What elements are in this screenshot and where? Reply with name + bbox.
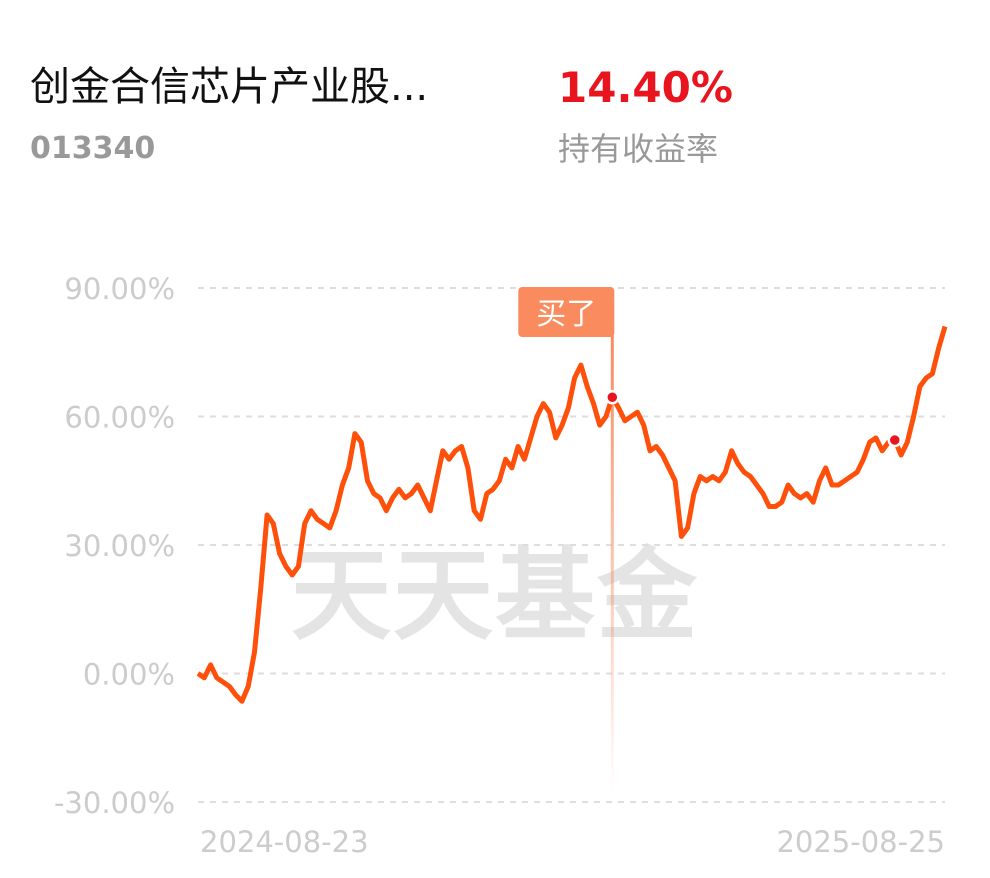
point-dot [605,389,620,405]
y-tick-label: 30.00% [64,529,175,563]
y-tick-label: -30.00% [54,786,175,820]
point-dot [887,432,903,448]
y-tick-label: 0.00% [83,658,175,692]
fund-name: 创金合信芯片产业股... [30,64,428,110]
watermark: 天天基金 [291,537,699,654]
x-tick-label: 2024-08-23 [200,825,369,859]
holding-return: 14.40% [558,63,733,112]
buy-marker-line [610,335,614,795]
fund-code: 013340 [30,131,155,166]
line [196,325,948,704]
buy-marker-badge [518,287,615,337]
holding-return-label: 持有收益率 [558,130,718,168]
y-tick-label: 60.00% [64,401,175,435]
x-tick-label: 2025-08-25 [776,825,945,859]
buy-marker-label: 买了 [536,297,596,332]
y-tick-label: 90.00% [64,272,175,306]
